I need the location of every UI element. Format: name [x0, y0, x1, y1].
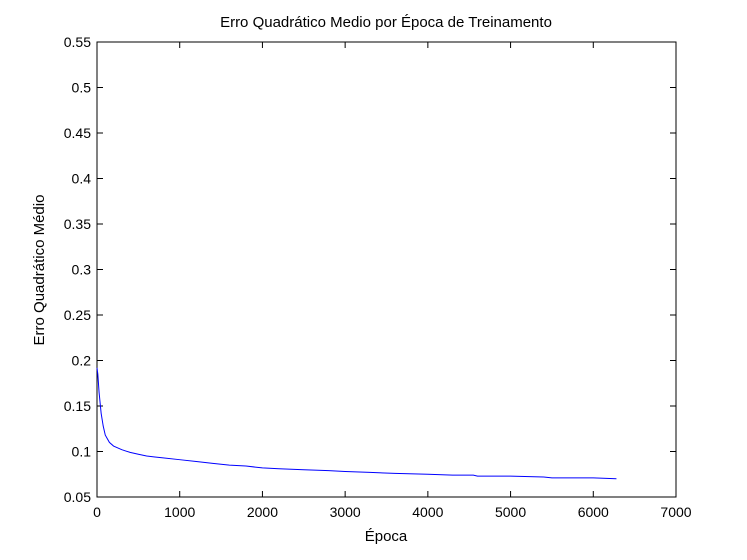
x-axis: 0 1000 2000 3000 4000 5000 6000 7000 [93, 42, 692, 520]
x-tick-label: 5000 [495, 504, 526, 520]
y-tick-label: 0.35 [64, 216, 91, 232]
x-tick-label: 3000 [330, 504, 361, 520]
plot-area [96, 41, 677, 498]
x-tick-label: 2000 [247, 504, 278, 520]
x-tick-label: 6000 [578, 504, 609, 520]
y-tick-label: 0.25 [64, 307, 91, 323]
chart-title: Erro Quadrático Medio por Época de Trein… [220, 14, 552, 31]
y-tick-label: 0.4 [72, 171, 92, 187]
y-tick-label: 0.05 [64, 489, 91, 505]
y-axis-label: Erro Quadrático Médio [31, 195, 48, 346]
x-tick-label: 0 [93, 504, 101, 520]
y-axis: 0.05 0.1 0.15 0.2 0.25 0.3 0.35 0.4 0.45 0.5 0.55 [64, 34, 676, 505]
x-tick-label: 7000 [660, 504, 691, 520]
y-tick-label: 0.3 [72, 262, 92, 278]
y-tick-label: 0.1 [72, 444, 92, 460]
y-tick-label: 0.15 [64, 398, 91, 414]
x-axis-label: Época [365, 528, 408, 545]
x-tick-label: 1000 [164, 504, 195, 520]
y-tick-label: 0.45 [64, 125, 91, 141]
series-line [96, 367, 617, 480]
y-tick-label: 0.55 [64, 34, 91, 50]
y-tick-label: 0.2 [72, 353, 92, 369]
y-tick-label: 0.5 [72, 80, 92, 96]
x-tick-label: 4000 [412, 504, 443, 520]
